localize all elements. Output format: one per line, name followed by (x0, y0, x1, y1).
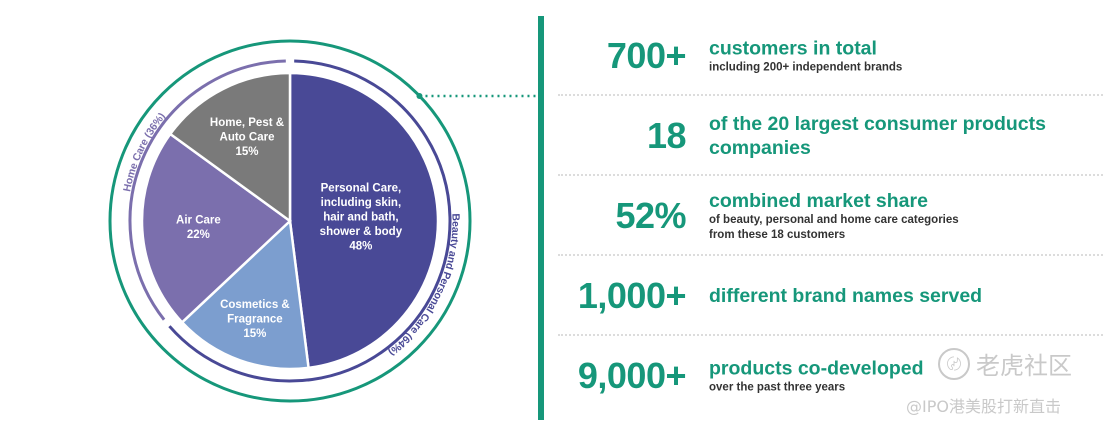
stat-text: customers in total including 200+ indepe… (709, 37, 1103, 76)
stats-accent-bar (538, 16, 544, 420)
pie-slice (288, 71, 440, 370)
pie-slice (140, 132, 292, 325)
stat-subtext: of beauty, personal and home care catego… (709, 214, 959, 226)
slice-label: Cosmetics & (220, 299, 290, 311)
slice-label: including skin, (321, 197, 402, 209)
group-arc (128, 59, 286, 321)
stat-row-largest-companies: 18 of the 20 largest consumer products c… (558, 96, 1103, 176)
stat-value: 1,000+ (577, 275, 687, 316)
stat-subtext: from these 18 customers (709, 229, 846, 241)
stat-text: products co-developed over the past thre… (709, 357, 1103, 396)
pie-slice (180, 218, 310, 371)
watermark-logo-icon: 〄 (938, 348, 970, 380)
slice-label: shower & body (320, 226, 403, 238)
slice-label: Personal Care, (321, 183, 402, 195)
group-arc (168, 59, 452, 383)
stats-panel: 700+ customers in total including 200+ i… (538, 16, 1103, 420)
stat-value: 52% (615, 195, 686, 236)
stat-headline: products co-developed (709, 357, 924, 380)
stat-row-brand-names: 1,000+ different brand names served (558, 256, 1103, 336)
stat-row-products: 9,000+ products co-developed over the pa… (558, 336, 1103, 416)
stat-headline: of the 20 largest consumer products (709, 113, 1046, 135)
watermark-handle: @IPO港美股打新直击 (906, 397, 1061, 416)
stat-headline: companies (709, 137, 811, 159)
slice-label: Auto Care (220, 132, 275, 144)
stat-text: of the 20 largest consumer products comp… (709, 112, 1103, 160)
stat-headline: combined market share (709, 190, 928, 212)
stat-headline: different brand names served (709, 285, 983, 307)
stat-subtext: over the past three years (709, 381, 846, 394)
slice-label: Home, Pest & (210, 117, 284, 129)
stat-headline: customers in total (709, 37, 877, 60)
stat-text: different brand names served (709, 284, 1103, 308)
pie-slice (168, 71, 292, 224)
slice-label: 15% (243, 328, 266, 340)
slice-label: 22% (187, 229, 210, 241)
slice-label: hair and bath, (323, 212, 398, 224)
stat-value: 700+ (606, 35, 687, 76)
stat-subtext: including 200+ independent brands (709, 61, 903, 74)
stat-value: 18 (646, 115, 687, 156)
slice-label: 48% (349, 241, 372, 253)
slice-label: Air Care (176, 215, 221, 227)
stat-text: combined market share of beauty, persona… (709, 189, 1103, 243)
stat-row-customers: 700+ customers in total including 200+ i… (558, 16, 1103, 96)
slice-label: 15% (235, 146, 258, 158)
outer-ring (108, 39, 472, 403)
pie-chart: Personal Care, including skin, hair and ba… (108, 39, 538, 403)
watermark-title: 老虎社区 (976, 352, 1072, 380)
stat-value: 9,000+ (577, 355, 687, 396)
stat-row-market-share: 52% combined market share of beauty, per… (558, 176, 1103, 256)
slice-label: Fragrance (227, 313, 283, 325)
